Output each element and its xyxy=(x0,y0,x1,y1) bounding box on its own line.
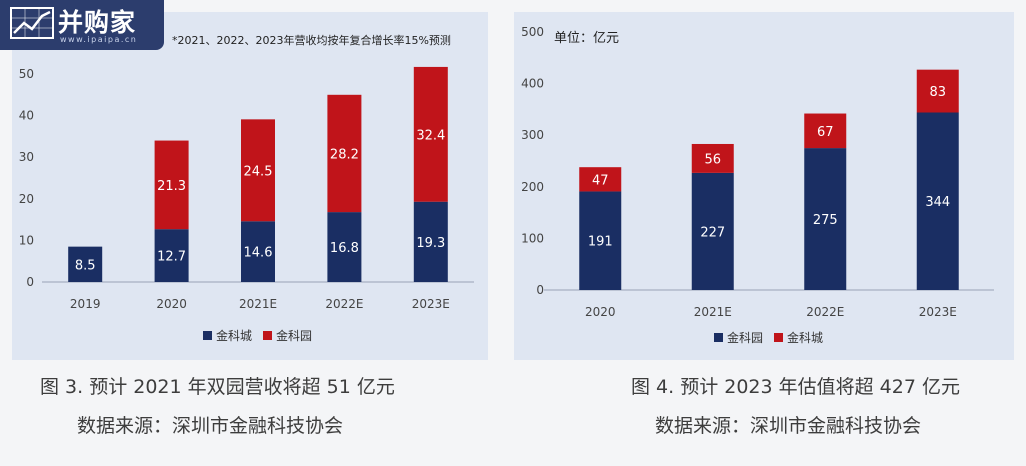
bar-value-label: 16.8 xyxy=(330,241,359,256)
left-figure-caption: 图 3. 预计 2021 年双园营收将超 51 亿元 xyxy=(40,376,395,398)
legend-label: 金科园 xyxy=(276,328,312,343)
x-tick-label: 2022E xyxy=(806,305,844,319)
bar-top-segment xyxy=(413,66,448,202)
left-chart-panel: 0 10 20 30 40 50 8.5 2019 12.7 21.3 2020 14.6 24.5 20… xyxy=(12,12,488,360)
bar-value-label: 344 xyxy=(925,195,950,210)
right-valuation-chart: 0 100 200 300 400 500 191 47 2020 227 56 2021E 275 67… xyxy=(521,25,994,345)
y-tick-label: 0 xyxy=(536,283,544,297)
right-figure-caption: 图 4. 预计 2023 年估值将超 427 亿元 xyxy=(631,376,960,398)
bar-top-segment xyxy=(579,167,622,192)
right-chart-panel: 0 100 200 300 400 500 191 47 2020 227 56 2021E 275 67… xyxy=(514,12,1014,360)
bar-value-label: 21.3 xyxy=(157,179,186,194)
bar-value-label: 28.2 xyxy=(330,147,359,162)
y-tick-label: 30 xyxy=(19,150,34,164)
bar-value-label: 14.6 xyxy=(244,246,273,261)
logo[interactable]: 并购家 www.ipaipa.cn xyxy=(0,0,164,50)
bar-bottom-segment xyxy=(241,221,275,282)
bar-value-label: 67 xyxy=(817,125,834,140)
bar-top-segment xyxy=(691,143,734,173)
bar-value-label: 191 xyxy=(588,235,613,250)
x-tick-label: 2021E xyxy=(694,305,732,319)
x-tick-label: 2022E xyxy=(325,297,363,311)
bar-bottom-segment xyxy=(804,148,847,290)
bar-value-label: 32.4 xyxy=(416,128,445,143)
legend-swatch-red xyxy=(263,331,272,340)
bar-top-segment xyxy=(916,69,959,113)
legend-swatch-navy xyxy=(714,333,723,342)
x-tick-label: 2020 xyxy=(156,297,187,311)
bar-bottom-segment xyxy=(413,201,448,282)
x-tick-label: 2023E xyxy=(412,297,450,311)
legend-label: 金科城 xyxy=(787,330,823,345)
unit-label: 单位：亿元 xyxy=(554,31,619,46)
bar-value-label: 275 xyxy=(813,213,838,228)
bar-top-segment xyxy=(241,119,275,222)
right-figure-source: 数据来源：深圳市金融科技协会 xyxy=(655,415,922,437)
bar-top-segment xyxy=(327,94,362,213)
x-tick-label: 2020 xyxy=(585,305,616,319)
bar-top-segment xyxy=(804,113,847,149)
y-tick-label: 400 xyxy=(521,77,544,91)
bar-value-label: 19.3 xyxy=(416,236,445,251)
logo-name: 并购家 xyxy=(58,8,137,37)
bar-value-label: 8.5 xyxy=(75,258,96,273)
left-figure-source: 数据来源：深圳市金融科技协会 xyxy=(77,415,344,437)
y-tick-label: 10 xyxy=(19,233,34,247)
bar-value-label: 47 xyxy=(592,173,609,188)
bar-top-segment xyxy=(154,140,189,230)
y-tick-label: 0 xyxy=(26,275,34,289)
bar-bottom-segment xyxy=(916,112,959,290)
bar-bottom-segment xyxy=(579,191,622,290)
y-tick-label: 200 xyxy=(521,180,544,194)
y-tick-label: 500 xyxy=(521,25,544,39)
y-tick-label: 40 xyxy=(19,109,34,123)
bar-value-label: 56 xyxy=(704,152,721,167)
bar-value-label: 83 xyxy=(929,85,946,100)
bar-bottom-segment xyxy=(691,172,734,290)
logo-url: www.ipaipa.cn xyxy=(60,35,138,44)
legend-swatch-red xyxy=(774,333,783,342)
y-tick-label: 300 xyxy=(521,128,544,142)
y-tick-label: 100 xyxy=(521,231,544,245)
y-tick-label: 20 xyxy=(19,192,34,206)
x-tick-label: 2019 xyxy=(70,297,101,311)
bar-value-label: 227 xyxy=(700,225,725,240)
legend-label: 金科园 xyxy=(727,330,763,345)
bar-bottom-segment xyxy=(327,212,362,282)
logo-chart-icon xyxy=(10,7,54,39)
x-tick-label: 2021E xyxy=(239,297,277,311)
bar-bottom-segment xyxy=(68,246,103,282)
bar-value-label: 12.7 xyxy=(157,250,186,265)
x-tick-label: 2023E xyxy=(919,305,957,319)
bar-bottom-segment xyxy=(154,229,189,282)
legend-swatch-navy xyxy=(203,331,212,340)
legend-label: 金科城 xyxy=(216,328,252,343)
bar-value-label: 24.5 xyxy=(244,164,273,179)
left-revenue-chart: 0 10 20 30 40 50 8.5 2019 12.7 21.3 2020 14.6 24.5 20… xyxy=(19,33,474,343)
chart-note: *2021、2022、2023年营收均按年复合增长率15%预测 xyxy=(172,33,451,47)
y-tick-label: 50 xyxy=(19,67,34,81)
